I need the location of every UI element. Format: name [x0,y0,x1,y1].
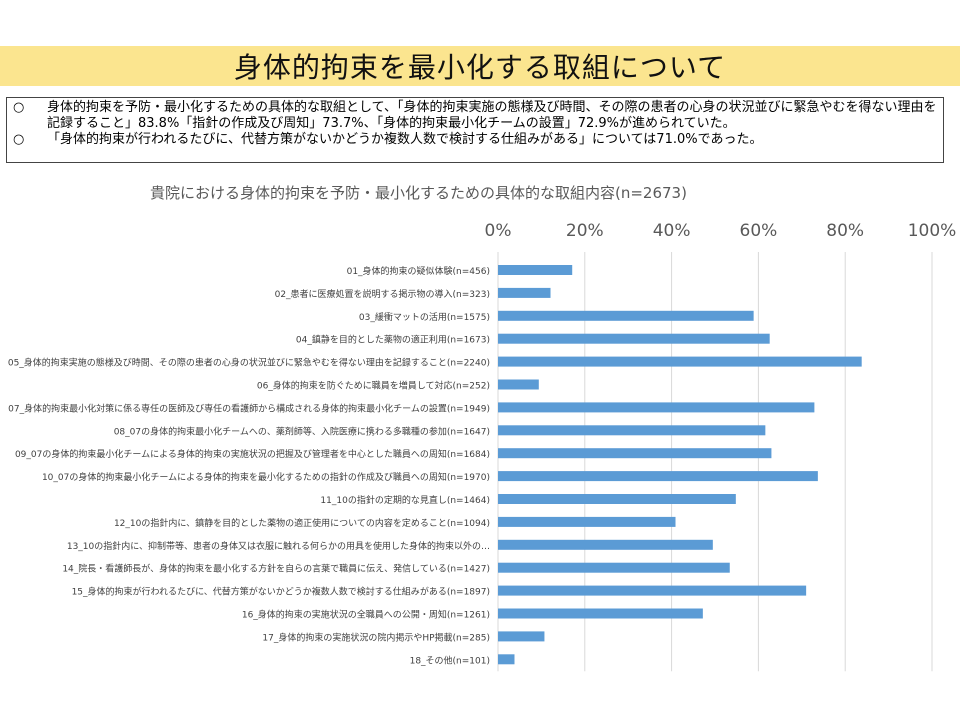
chart-title: 貴院における身体的拘束を予防・最小化するための具体的な取組内容(n=2673) [150,184,687,202]
category-label: 02_患者に医療処置を説明する掲示物の導入(n=323) [275,288,490,300]
summary-box: ○ 身体的拘束を予防・最小化するための具体的な取組として、「身体的拘束実施の態様… [6,97,944,163]
page-title: 身体的拘束を最小化する取組について [233,51,727,84]
bar-chart: 0% 20% 40% 60% 80% 100% 01_身体的拘束の疑似体験(n=456) 02… [8,221,957,672]
bar [498,494,736,504]
category-label: 16_身体的拘束の実施状況の全職員への公開・周知(n=1261) [242,609,490,621]
summary-text: 「身体的拘束が行われるたびに、代替方策がないかどうか複数人数で検討する仕組みがあ… [47,132,763,147]
x-tick-label: 0% [485,221,512,241]
bar [498,516,676,527]
x-tick-label: 20% [566,221,604,241]
category-label: 12_10の指針内に、鎮静を目的とした薬物の適正使用についての内容を定めること(… [114,517,490,529]
x-tick-label: 40% [653,221,691,241]
category-label: 11_10の指針の定期的な見直し(n=1464) [320,494,490,506]
category-label: 15_身体的拘束が行われるたびに、代替方策がないかどうか複数人数で検討する仕組み… [72,586,490,598]
bar [498,562,730,573]
summary-item: ○ 「身体的拘束が行われるたびに、代替方策がないかどうか複数人数で検討する仕組み… [13,132,937,148]
category-label: 17_身体的拘束の実施状況の院内掲示やHP掲載(n=285) [262,631,490,643]
category-label: 18_その他(n=101) [410,654,490,666]
bar [498,265,573,275]
x-tick-label: 80% [826,221,864,241]
category-label: 08_07の身体的拘束最小化チームへの、薬剤師等、入院医療に携わる多職種の参加(… [114,425,490,437]
bar [498,585,807,596]
category-label: 07_身体的拘束最小化対策に係る専任の医師及び専任の看護師から構成される身体的拘… [8,402,490,414]
bar [498,356,862,367]
bar [498,287,551,298]
category-label: 14_院長・看護師長が、身体的拘束を最小化する方針を自らの言葉で職員に伝え、発信… [62,563,490,575]
title-band: 身体的拘束を最小化する取組について [0,46,960,86]
bar [498,448,772,459]
bar [498,654,515,665]
x-tick-label: 100% [908,221,957,241]
bar [498,608,703,619]
category-label: 06_身体的拘束を防ぐために職員を増員して対応(n=252) [257,380,490,392]
summary-text: 身体的拘束を予防・最小化するための具体的な取組として、「身体的拘束実施の態様及び… [47,100,937,131]
bullet-circle-icon: ○ [13,132,25,147]
bar [498,471,818,482]
category-label: 05_身体的拘束実施の態様及び時間、その際の患者の心身の状況並びに緊急やむを得な… [8,357,490,369]
bar [498,631,545,642]
category-label: 10_07の身体的拘束最小化チームによる身体的拘束を最小化するための指針の作成及… [42,471,490,483]
bar [498,539,713,550]
category-label: 09_07の身体的拘束最小化チームによる身体的拘束の実施状況の把握及び管理者を中… [15,448,490,460]
category-label: 13_10の指針内に、抑制帯等、患者の身体又は衣服に触れる何らかの用具を使用した… [67,540,490,552]
bar [498,333,770,344]
category-label: 01_身体的拘束の疑似体験(n=456) [347,265,490,277]
summary-item: ○ 身体的拘束を予防・最小化するための具体的な取組として、「身体的拘束実施の態様… [13,100,937,132]
bar [498,310,754,321]
category-label: 04_鎮静を目的とした薬物の適正利用(n=1673) [296,334,490,346]
bar [498,379,539,390]
bar [498,425,766,436]
x-tick-label: 60% [740,221,778,241]
bullet-circle-icon: ○ [13,100,25,115]
bar [498,402,815,413]
category-label: 03_緩衝マットの活用(n=1575) [359,311,490,323]
